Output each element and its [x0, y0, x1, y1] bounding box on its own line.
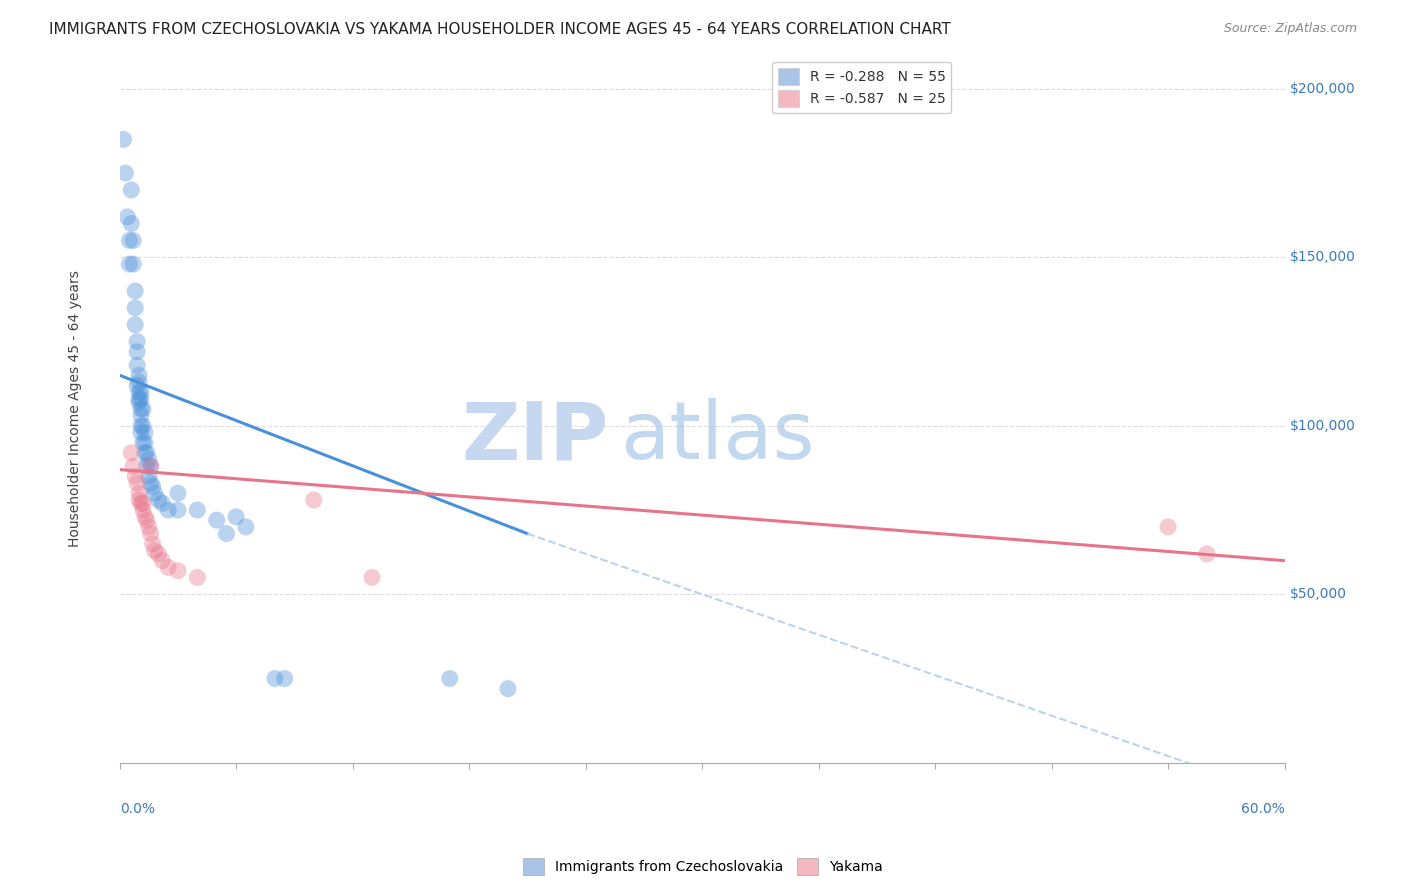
Point	[128, 492, 150, 507]
Point	[118, 257, 141, 271]
Text: Source: ZipAtlas.com: Source: ZipAtlas.com	[1223, 22, 1357, 36]
Point	[129, 418, 152, 433]
Point	[135, 459, 157, 474]
Text: 0.0%: 0.0%	[120, 802, 155, 815]
Point	[132, 401, 155, 416]
Point	[264, 672, 287, 686]
Point	[235, 520, 257, 534]
Point	[132, 418, 155, 433]
Point	[273, 672, 295, 686]
Point	[120, 446, 142, 460]
Point	[1157, 520, 1180, 534]
Point	[142, 479, 165, 493]
Point	[129, 425, 152, 440]
Text: $150,000: $150,000	[1291, 251, 1357, 264]
Point	[134, 509, 156, 524]
Point	[127, 358, 149, 372]
Point	[167, 503, 190, 517]
Point	[157, 503, 180, 517]
Point	[124, 284, 146, 298]
Point	[138, 452, 160, 467]
Point	[122, 257, 145, 271]
Point	[148, 547, 170, 561]
Point	[134, 446, 156, 460]
Point	[124, 469, 146, 483]
Point	[112, 132, 135, 146]
Point	[127, 344, 149, 359]
Text: $100,000: $100,000	[1291, 419, 1357, 433]
Point	[496, 681, 519, 696]
Point	[132, 496, 155, 510]
Text: ZIP: ZIP	[461, 398, 609, 476]
Point	[122, 234, 145, 248]
Point	[138, 520, 160, 534]
Point	[135, 513, 157, 527]
Point	[124, 301, 146, 315]
Point	[439, 672, 461, 686]
Legend: Immigrants from Czechoslovakia, Yakama: Immigrants from Czechoslovakia, Yakama	[517, 853, 889, 880]
Point	[134, 425, 156, 440]
Point	[127, 378, 149, 392]
Text: atlas: atlas	[620, 398, 815, 476]
Point	[132, 503, 155, 517]
Point	[128, 486, 150, 500]
Text: Householder Income Ages 45 - 64 years: Householder Income Ages 45 - 64 years	[69, 270, 83, 548]
Point	[129, 401, 152, 416]
Point	[302, 492, 325, 507]
Point	[143, 486, 166, 500]
Point	[129, 392, 152, 406]
Point	[186, 570, 208, 584]
Point	[150, 553, 173, 567]
Point	[361, 570, 384, 584]
Point	[120, 217, 142, 231]
Text: $50,000: $50,000	[1291, 587, 1347, 601]
Point	[128, 375, 150, 389]
Point	[118, 234, 141, 248]
Point	[122, 459, 145, 474]
Point	[148, 492, 170, 507]
Point	[128, 395, 150, 409]
Point	[142, 537, 165, 551]
Point	[139, 476, 162, 491]
Point	[120, 183, 142, 197]
Point	[134, 435, 156, 450]
Point	[127, 334, 149, 349]
Point	[139, 459, 162, 474]
Point	[139, 526, 162, 541]
Legend: R = -0.288   N = 55, R = -0.587   N = 25: R = -0.288 N = 55, R = -0.587 N = 25	[772, 62, 952, 112]
Point	[157, 560, 180, 574]
Point	[143, 543, 166, 558]
Point	[128, 385, 150, 400]
Point	[167, 486, 190, 500]
Point	[138, 469, 160, 483]
Point	[139, 459, 162, 474]
Point	[132, 435, 155, 450]
Point	[150, 496, 173, 510]
Point	[135, 446, 157, 460]
Point	[129, 409, 152, 423]
Point	[167, 564, 190, 578]
Point	[1195, 547, 1218, 561]
Point	[129, 385, 152, 400]
Text: IMMIGRANTS FROM CZECHOSLOVAKIA VS YAKAMA HOUSEHOLDER INCOME AGES 45 - 64 YEARS C: IMMIGRANTS FROM CZECHOSLOVAKIA VS YAKAMA…	[49, 22, 950, 37]
Point	[129, 496, 152, 510]
Point	[186, 503, 208, 517]
Point	[205, 513, 228, 527]
Text: 60.0%: 60.0%	[1240, 802, 1285, 815]
Point	[128, 392, 150, 406]
Point	[117, 210, 139, 224]
Text: $200,000: $200,000	[1291, 82, 1357, 95]
Point	[225, 509, 247, 524]
Point	[215, 526, 238, 541]
Point	[128, 368, 150, 383]
Point	[124, 318, 146, 332]
Point	[127, 476, 149, 491]
Point	[114, 166, 136, 180]
